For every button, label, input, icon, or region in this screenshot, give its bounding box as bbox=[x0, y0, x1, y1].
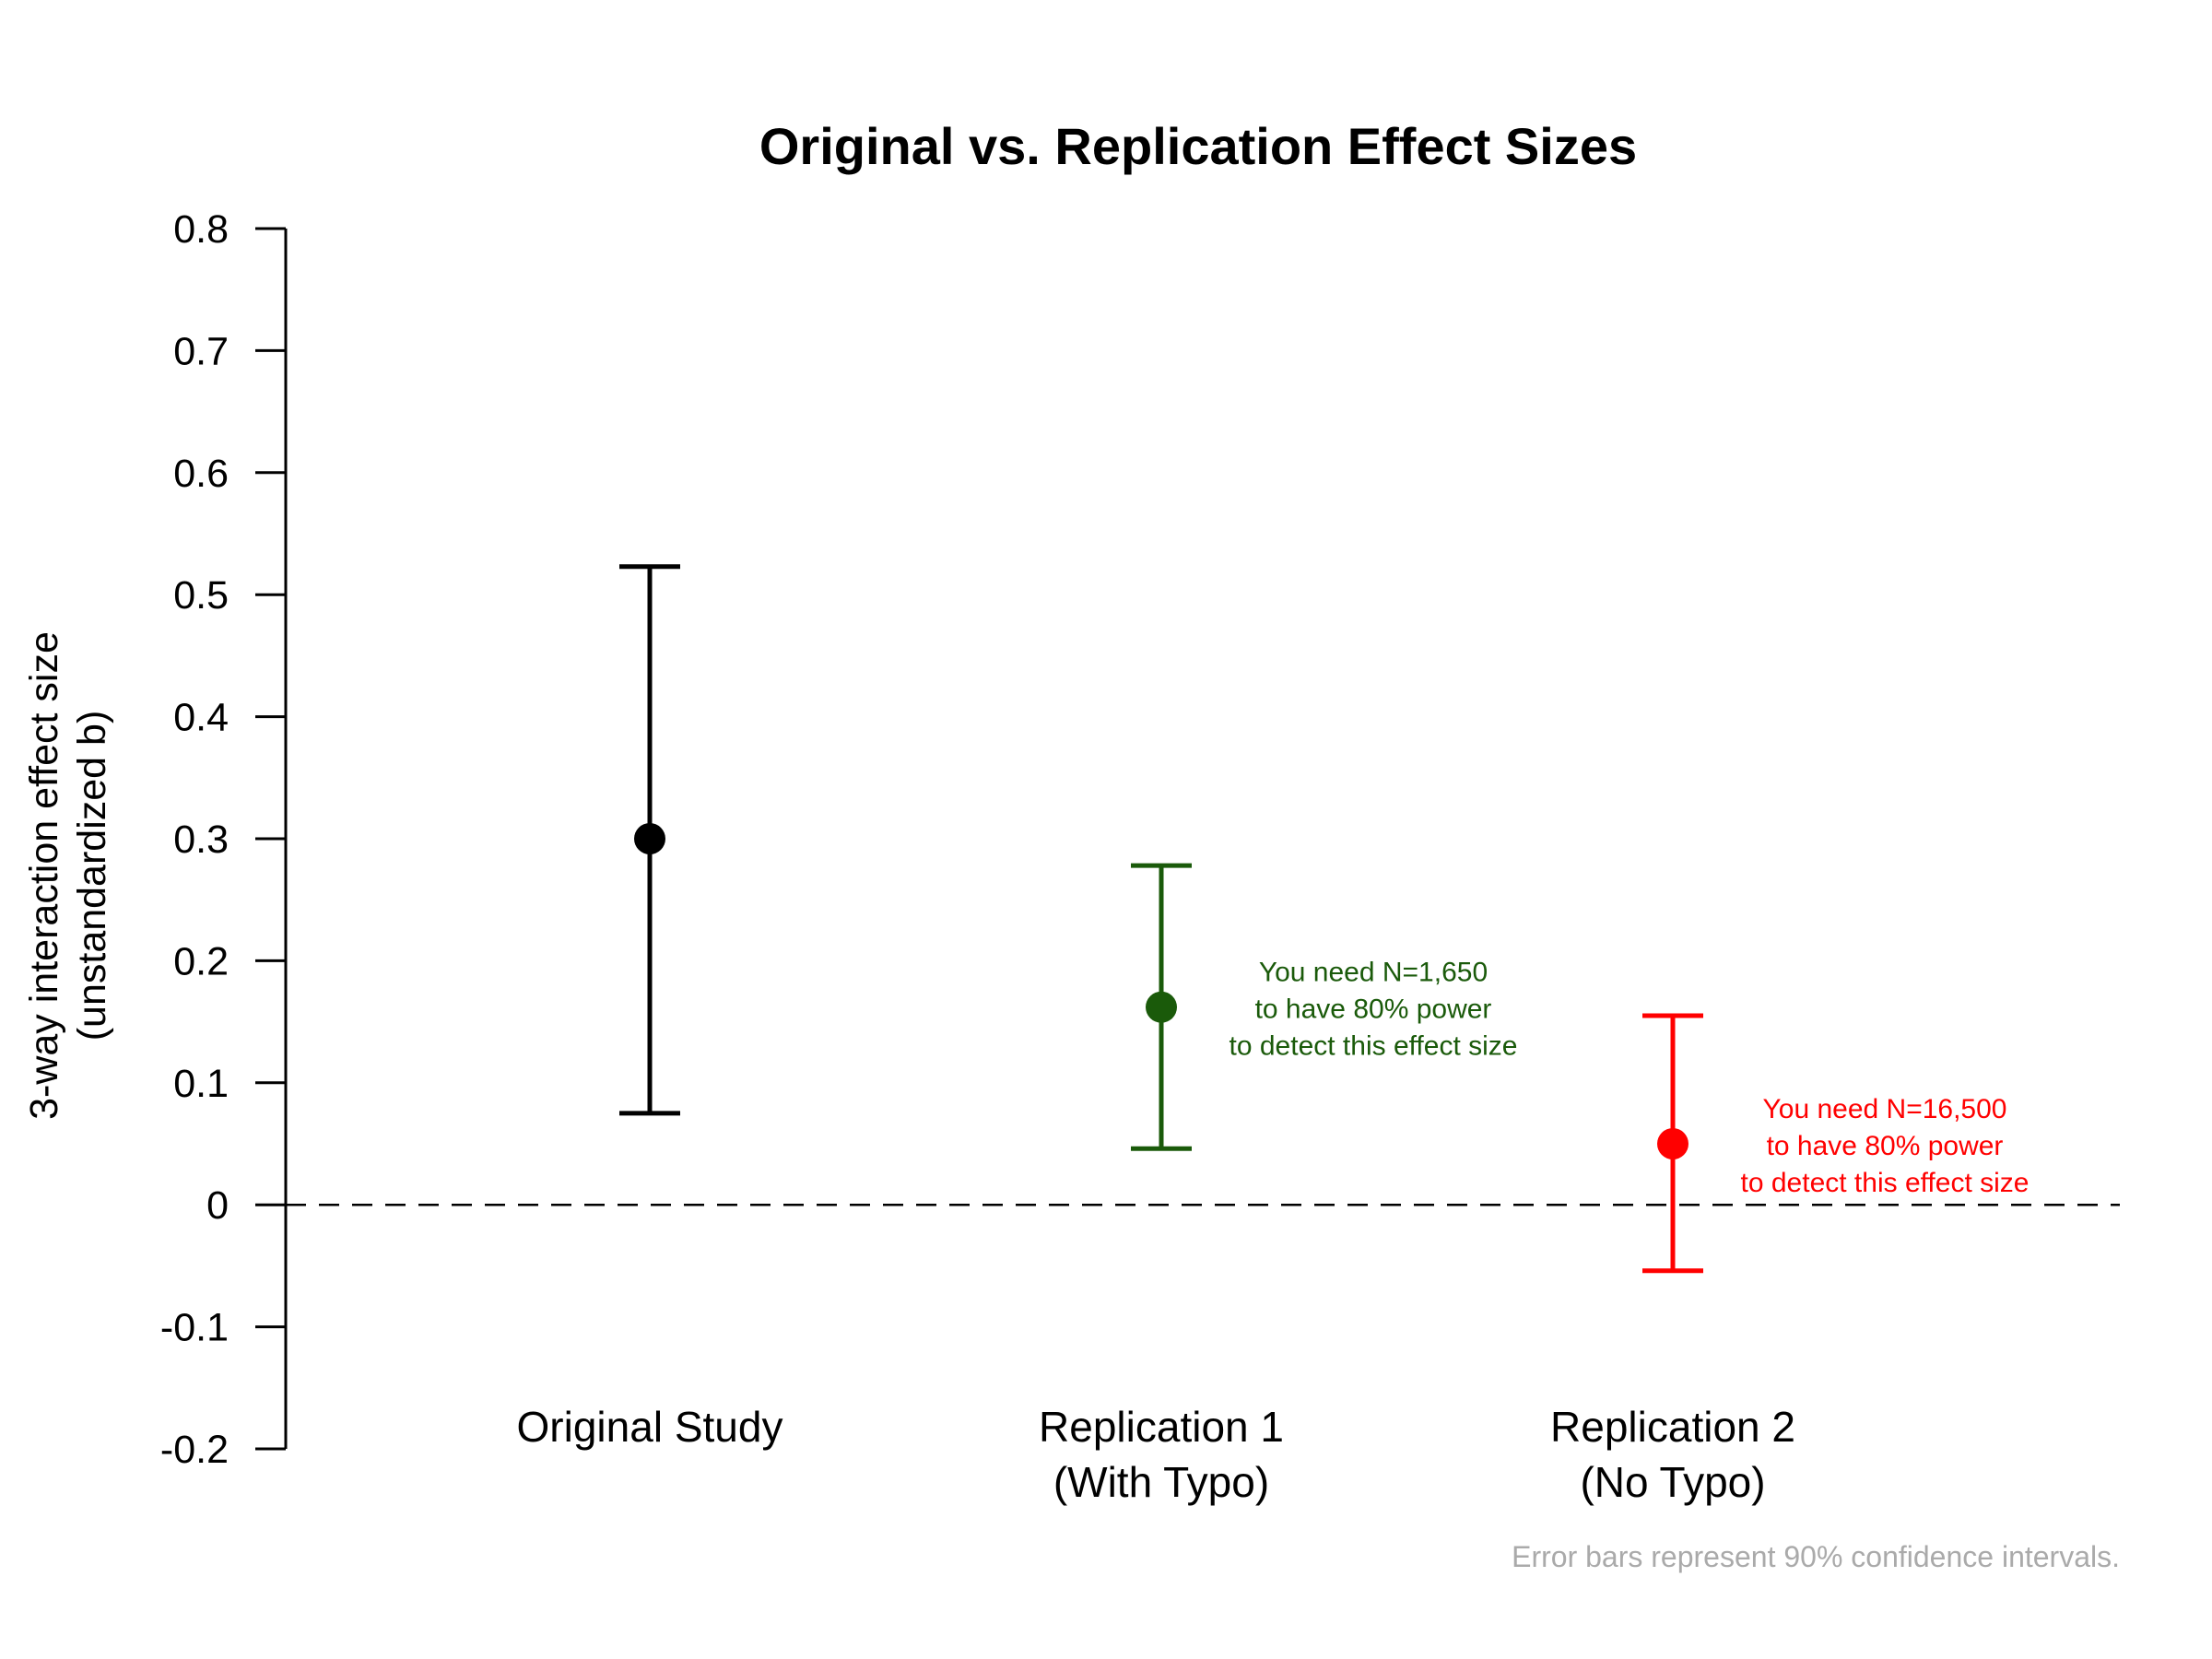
y-tick-label: 0.3 bbox=[173, 818, 229, 862]
y-tick-label: -0.2 bbox=[160, 1428, 229, 1472]
category-label: Replication 2 bbox=[1550, 1403, 1795, 1451]
annotation-text: to have 80% power bbox=[1767, 1131, 2004, 1161]
y-tick-label: -0.1 bbox=[160, 1306, 229, 1350]
category-labels: Original Study Replication 1 (With Typo) Re… bbox=[517, 1403, 1795, 1506]
annotation-text: to detect this effect size bbox=[1230, 1031, 1518, 1062]
category-label: Replication 1 bbox=[1039, 1403, 1284, 1451]
category-label: (With Typo) bbox=[1053, 1458, 1269, 1506]
error-bar-group bbox=[619, 564, 680, 1116]
y-tick-label: 0.5 bbox=[173, 573, 229, 618]
y-tick-label: 0.7 bbox=[173, 329, 229, 373]
error-bar-group bbox=[1131, 863, 1192, 1151]
y-axis-label: 3-way interaction effect size (unstandar… bbox=[22, 631, 114, 1120]
error-bar-group bbox=[1642, 1013, 1703, 1274]
y-axis: -0.2 -0.1 0 0.1 0.2 0.3 0.4 0.5 0.6 0.7 0.8 bbox=[160, 207, 288, 1472]
annotation-text: You need N=16,500 bbox=[1763, 1094, 2007, 1124]
point-estimate bbox=[1146, 991, 1177, 1023]
chart-title: Original vs. Replication Effect Sizes bbox=[759, 117, 1637, 175]
annotations: You need N=1,650 to have 80% power to dete… bbox=[1230, 958, 2030, 1198]
category-label: Original Study bbox=[517, 1403, 783, 1451]
y-axis-label-line-2: (unstandardized b) bbox=[70, 711, 114, 1041]
footnote: Error bars represent 90% confidence inte… bbox=[1512, 1540, 2120, 1573]
data-marks bbox=[619, 564, 1703, 1274]
y-tick-label: 0.1 bbox=[173, 1062, 229, 1106]
point-estimate bbox=[1657, 1128, 1688, 1159]
y-tick-label: 0.2 bbox=[173, 939, 229, 983]
y-tick-label: 0.8 bbox=[173, 207, 229, 252]
y-tick-label: 0.6 bbox=[173, 452, 229, 496]
y-tick-label: 0.4 bbox=[173, 696, 229, 740]
y-tick-label: 0 bbox=[206, 1183, 229, 1228]
annotation-text: You need N=1,650 bbox=[1259, 958, 1488, 988]
category-label: (No Typo) bbox=[1580, 1458, 1765, 1506]
annotation-text: to have 80% power bbox=[1255, 994, 1492, 1025]
annotation-text: to detect this effect size bbox=[1741, 1168, 2030, 1198]
point-estimate bbox=[634, 823, 665, 854]
y-axis-label-line-1: 3-way interaction effect size bbox=[22, 631, 66, 1120]
